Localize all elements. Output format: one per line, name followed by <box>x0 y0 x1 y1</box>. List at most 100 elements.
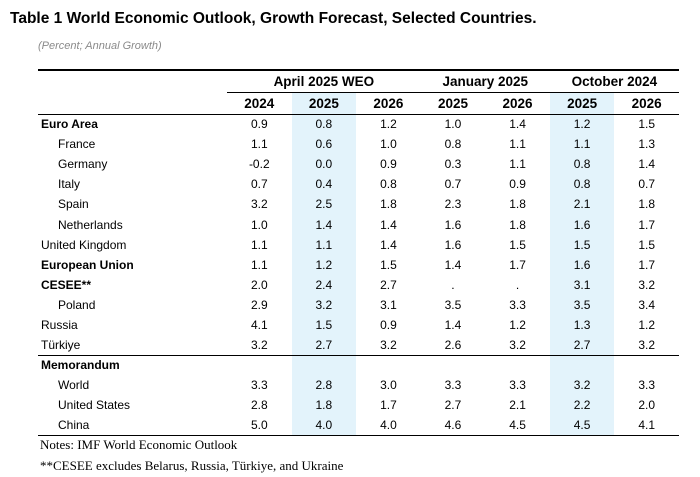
value-cell: 4.1 <box>250 317 268 332</box>
table-row: World 3.3 2.8 3.0 3.3 3.3 3.2 3.3 <box>38 375 679 396</box>
value-cell: 1.4 <box>444 317 462 332</box>
value-cell: 0.9 <box>250 117 268 132</box>
value-cell: 2.8 <box>291 375 357 396</box>
group-header-april-2025: April 2025 WEO <box>227 70 421 93</box>
value-cell: 1.1 <box>250 237 268 252</box>
table-row: Italy 0.7 0.4 0.8 0.7 0.9 0.8 0.7 <box>38 174 679 195</box>
value-cell: 2.3 <box>444 197 462 212</box>
table-row: Spain 3.2 2.5 1.8 2.3 1.8 2.1 1.8 <box>38 194 679 215</box>
header-group-row: April 2025 WEO January 2025 October 2024 <box>38 70 679 93</box>
value-cell: 0.4 <box>291 174 357 195</box>
value-cell: 1.6 <box>444 237 462 252</box>
table-title: Table 1 World Economic Outlook, Growth F… <box>10 10 537 27</box>
row-label: Italy <box>58 177 81 192</box>
value-cell: 1.8 <box>509 217 526 232</box>
value-cell: 1.6 <box>549 254 615 275</box>
value-cell: 0.3 <box>444 157 462 172</box>
value-cell: 0.8 <box>291 114 357 135</box>
value-cell: 1.1 <box>509 157 526 172</box>
row-label: United States <box>58 398 131 413</box>
value-cell: 3.0 <box>380 378 397 393</box>
value-cell: 1.7 <box>380 398 397 413</box>
value-cell: 3.2 <box>250 197 268 212</box>
value-cell: 1.5 <box>380 257 397 272</box>
value-cell: 4.0 <box>291 415 357 437</box>
row-label: CESEE** <box>41 277 92 292</box>
value-cell: 1.4 <box>380 237 397 252</box>
value-cell: 0.8 <box>380 177 397 192</box>
table-body: Euro Area 0.9 0.8 1.2 1.0 1.4 1.2 1.5 France 1.1 0… <box>38 114 679 437</box>
value-cell: . <box>451 277 455 292</box>
row-label: Spain <box>58 197 89 212</box>
row-label: Memorandum <box>38 354 227 376</box>
value-cell: 2.0 <box>638 398 656 413</box>
value-cell <box>485 354 550 376</box>
value-cell <box>549 354 615 376</box>
value-cell: 0.6 <box>291 134 357 155</box>
value-cell: 3.3 <box>444 378 462 393</box>
value-cell: 1.7 <box>509 257 526 272</box>
value-cell: 3.2 <box>638 337 656 352</box>
value-cell: 1.4 <box>444 257 462 272</box>
table-row: European Union 1.1 1.2 1.5 1.4 1.7 1.6 1.7 <box>38 254 679 275</box>
value-cell: 3.3 <box>509 378 526 393</box>
value-cell: 1.6 <box>549 214 615 235</box>
value-cell: 2.9 <box>250 297 268 312</box>
year-header: 2026 <box>356 92 421 115</box>
table-row: Türkiye 3.2 2.7 3.2 2.6 3.2 2.7 3.2 <box>38 335 679 356</box>
group-header-october-2024: October 2024 <box>549 70 679 93</box>
row-label: Euro Area <box>41 117 98 132</box>
value-cell: 1.3 <box>638 137 656 152</box>
row-label: Netherlands <box>58 217 123 232</box>
value-cell: 3.3 <box>638 378 656 393</box>
value-cell: 1.0 <box>444 117 462 132</box>
value-cell: . <box>515 277 520 292</box>
value-cell: 1.4 <box>509 117 526 132</box>
value-cell: 1.3 <box>549 314 615 336</box>
value-cell: 4.0 <box>356 415 421 437</box>
table-row: CESEE** 2.0 2.4 2.7.. 3.1 3.2 <box>38 274 679 295</box>
value-cell: 3.5 <box>549 294 615 315</box>
year-header: 2026 <box>614 92 679 115</box>
value-cell: 3.2 <box>509 337 526 352</box>
value-cell: 3.2 <box>380 337 397 352</box>
value-cell: 1.1 <box>549 134 615 155</box>
value-cell: 3.2 <box>549 375 615 396</box>
value-cell: 4.5 <box>485 415 550 437</box>
row-label: European Union <box>41 257 134 272</box>
row-label: Germany <box>58 157 108 172</box>
table-row: United Kingdom 1.1 1.1 1.4 1.6 1.5 1.5 1.5 <box>38 234 679 255</box>
table-subtitle: (Percent; Annual Growth) <box>38 40 162 52</box>
value-cell: 2.6 <box>444 337 462 352</box>
value-cell: 3.3 <box>250 378 268 393</box>
value-cell: 1.2 <box>380 117 397 132</box>
value-cell: 3.5 <box>444 297 462 312</box>
value-cell: 0.7 <box>250 177 268 192</box>
year-header: 2025 <box>549 92 615 115</box>
value-cell: 1.0 <box>250 217 268 232</box>
value-cell: 0.9 <box>380 157 397 172</box>
value-cell: 1.5 <box>638 117 656 132</box>
value-cell: 4.5 <box>549 415 615 437</box>
value-cell: 1.2 <box>509 317 526 332</box>
value-cell: 0.0 <box>291 154 357 175</box>
value-cell: 4.1 <box>614 415 679 437</box>
value-cell: 1.0 <box>380 137 397 152</box>
value-cell: 1.4 <box>380 217 397 232</box>
value-cell: 0.9 <box>380 317 397 332</box>
value-cell: 2.8 <box>250 398 268 413</box>
note-cesee: **CESEE excludes Belarus, Russia, Türkiy… <box>40 458 344 473</box>
value-cell: 2.7 <box>291 335 357 356</box>
row-label: Poland <box>58 297 96 312</box>
value-cell: 2.7 <box>380 277 397 292</box>
value-cell <box>356 354 421 376</box>
row-label: World <box>58 378 90 393</box>
value-cell: 3.2 <box>291 294 357 315</box>
value-cell: 1.1 <box>291 234 357 255</box>
value-cell: 1.4 <box>291 214 357 235</box>
value-cell: 0.7 <box>444 177 462 192</box>
value-cell: 3.1 <box>549 274 615 295</box>
value-cell: 0.8 <box>549 154 615 175</box>
row-label: United Kingdom <box>41 237 127 252</box>
value-cell: 1.8 <box>509 197 526 212</box>
